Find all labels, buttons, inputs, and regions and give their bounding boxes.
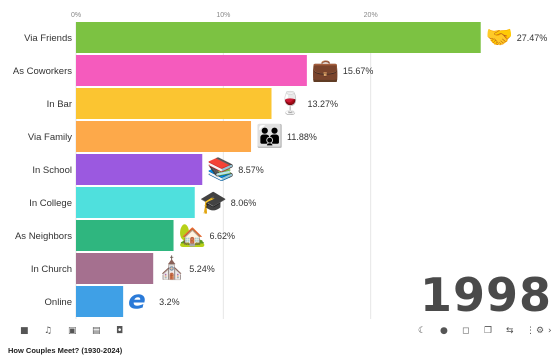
bar-in-school xyxy=(76,154,203,185)
value-label: 5.24% xyxy=(189,264,215,274)
more-icon[interactable]: ⋮ xyxy=(526,326,535,336)
bar-in-bar xyxy=(76,88,272,119)
next-icon[interactable]: › xyxy=(548,326,552,336)
settings-icon[interactable]: ⚙ xyxy=(536,326,545,336)
bar-via-family xyxy=(76,121,252,152)
category-label: In College xyxy=(29,198,72,209)
camera-icon[interactable]: ■ xyxy=(20,326,29,336)
church-icon: ⛪ xyxy=(158,255,185,282)
value-label: 8.57% xyxy=(238,165,264,175)
image-icon[interactable]: ▣ xyxy=(68,326,77,336)
value-label: 15.67% xyxy=(343,66,374,76)
category-label: In School xyxy=(32,165,72,176)
value-label: 27.47% xyxy=(517,33,548,43)
bar-online xyxy=(76,286,124,317)
value-label: 13.27% xyxy=(308,99,339,109)
bar-via-friends xyxy=(76,22,481,53)
wine-glass-icon: 🍷 xyxy=(277,91,304,117)
x-axis-ticks: 0% 10% 20% xyxy=(71,12,378,19)
briefcase-icon: 💼 xyxy=(312,59,339,84)
bars-group: Via Friends 🤝 27.47% As Coworkers 💼 15.67% In … xyxy=(13,22,547,317)
category-label: In Bar xyxy=(47,99,72,110)
year-label: 1998 xyxy=(419,268,552,322)
photo-icon[interactable]: ◘ xyxy=(116,326,124,336)
value-label: 8.06% xyxy=(231,198,257,208)
bar-in-church xyxy=(76,253,154,284)
house-icon: 🏡 xyxy=(179,224,206,249)
value-label: 6.62% xyxy=(210,231,236,241)
bar-in-college xyxy=(76,187,195,218)
subtitle-icon[interactable]: ▤ xyxy=(92,326,101,336)
music-icon[interactable]: ♫ xyxy=(44,326,53,336)
bar-as-neighbors xyxy=(76,220,174,251)
loop-icon[interactable]: ⇆ xyxy=(506,326,514,336)
books-icon: 📚 xyxy=(207,157,234,183)
category-label: Online xyxy=(45,297,72,308)
category-label: Via Friends xyxy=(24,33,72,44)
category-label: As Coworkers xyxy=(13,66,72,77)
x-tick-label: 0% xyxy=(71,12,81,19)
chart-title: How Couples Meet? (1930-2024) xyxy=(8,346,123,355)
family-icon: 👪 xyxy=(256,124,283,150)
x-tick-label: 20% xyxy=(364,12,378,19)
bar-as-coworkers xyxy=(76,55,307,86)
graduate-icon: 🎓 xyxy=(200,191,227,216)
x-tick-label: 10% xyxy=(216,12,230,19)
browser-icon: e xyxy=(128,286,146,316)
value-label: 3.2% xyxy=(159,297,180,307)
screen-icon[interactable]: ◻ xyxy=(462,326,470,336)
bar-chart: 0% 10% 20% Via Friends 🤝 27.47% As Coworkers 💼… xyxy=(13,12,547,319)
category-label: In Church xyxy=(31,264,72,275)
category-label: As Neighbors xyxy=(15,231,72,242)
handshake-icon: 🤝 xyxy=(486,26,513,51)
player-toolbar: ■ ♫ ▣ ▤ ◘ ☾ ● ◻ ❐ ⇆ ⋮ ⚙ › xyxy=(0,322,556,342)
copy-icon[interactable]: ❐ xyxy=(484,326,493,336)
value-label: 11.88% xyxy=(287,132,317,142)
category-label: Via Family xyxy=(28,132,72,143)
theme-icon[interactable]: ☾ xyxy=(418,326,427,336)
bulb-icon[interactable]: ● xyxy=(440,326,448,336)
